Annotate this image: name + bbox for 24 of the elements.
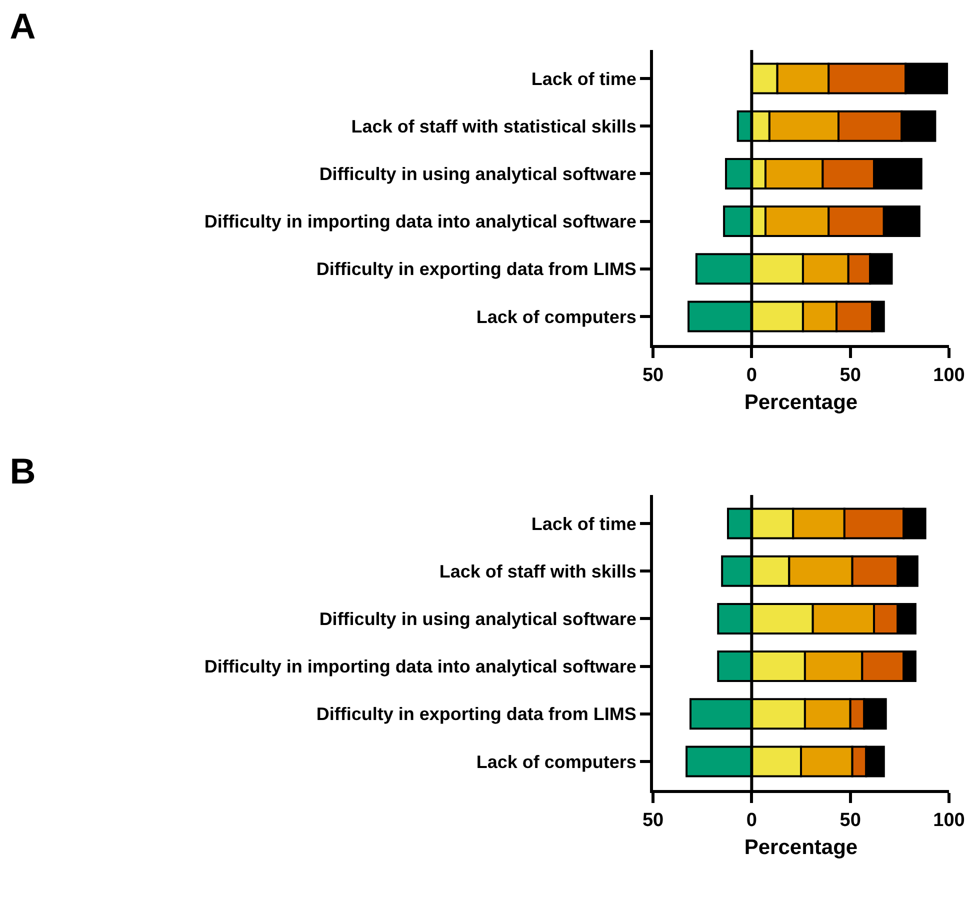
y-tick-label: Lack of computers [476,752,636,772]
x-tick-label: 50 [642,810,664,831]
y-tick-label: Difficulty in exporting data from LIMS [316,259,636,280]
x-tick-label: 0 [746,810,757,831]
x-tick-label: 50 [840,810,861,831]
x-tick-label: 100 [933,810,965,831]
text: B [10,450,36,492]
y-tick-label: Lack of time [531,68,636,89]
y-tick-label: Lack of computers [476,306,636,327]
y-tick-label: Difficulty in importing data into analytical software [204,212,636,232]
x-tick-label: 0 [746,364,757,386]
y-tick-label: Difficulty in exporting data from LIMS [316,704,636,724]
x-axis-title: Percentage [744,391,858,414]
y-tick-label: Difficulty in using analytical software [319,609,636,630]
x-tick-label: 50 [840,364,861,386]
y-tick-label: Difficulty in importing data into analytical software [204,656,636,677]
y-tick-label: Lack of staff with statistical skills [351,116,636,136]
x-tick-label: 50 [642,364,664,386]
x-tick-label: 100 [933,364,965,386]
y-tick-label: Lack of time [531,514,636,534]
x-axis-title: Percentage [744,836,858,859]
text: A [10,6,36,47]
y-tick-label: Difficulty in using analytical software [319,164,636,184]
y-tick-label: Lack of staff with skills [439,561,636,582]
